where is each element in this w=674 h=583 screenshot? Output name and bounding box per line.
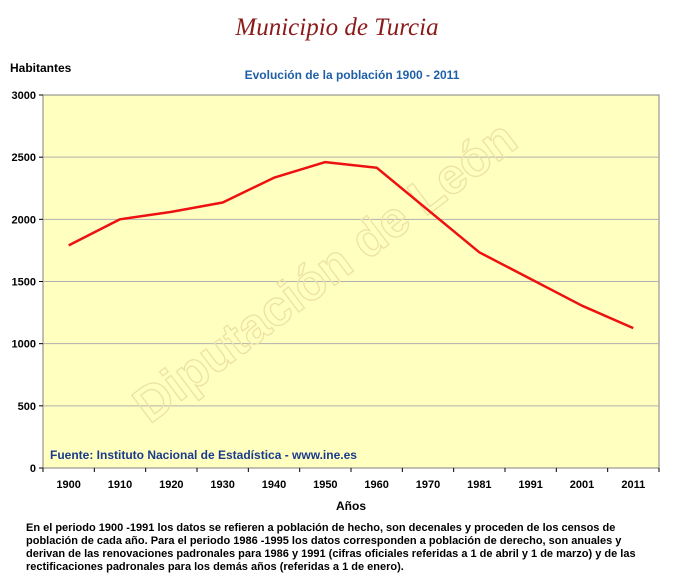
- x-tick-label: 1981: [467, 479, 491, 491]
- chart-subtitle: Evolución de la población 1900 - 2011: [244, 68, 460, 82]
- x-tick-label: 1930: [210, 479, 234, 491]
- y-tick-label: 500: [18, 401, 36, 413]
- y-tick-label: 3000: [12, 90, 36, 102]
- x-tick-label: 2001: [570, 479, 594, 491]
- y-tick-label: 2000: [12, 214, 36, 226]
- x-tick-label: 2011: [621, 479, 645, 491]
- source-note: Fuente: Instituto Nacional de Estadístic…: [50, 448, 357, 462]
- x-tick-label: 1970: [416, 479, 440, 491]
- x-axis-label: Años: [336, 499, 366, 513]
- x-tick-label: 1960: [364, 479, 388, 491]
- grid-lines: [43, 156, 659, 407]
- y-tick-label: 2500: [12, 152, 36, 164]
- footnote: En el periodo 1900 -1991 los datos se re…: [26, 522, 636, 573]
- y-tick-label: 1000: [12, 339, 36, 351]
- page-title: Municipio de Turcia: [235, 14, 439, 41]
- population-line: [68, 160, 634, 330]
- x-tick-label: 1950: [313, 479, 337, 491]
- x-tick-label: 1900: [56, 479, 80, 491]
- x-tick-label: 1910: [108, 479, 132, 491]
- y-tick-label: 0: [30, 463, 36, 475]
- x-tick-label: 1920: [159, 479, 183, 491]
- y-tick-label: 1500: [12, 277, 36, 289]
- y-axis-label: Habitantes: [10, 61, 72, 75]
- x-tick-label: 1940: [262, 479, 286, 491]
- y-axis-ticks: 0 500 1000 1500 2000 2500 3000: [12, 90, 43, 475]
- x-axis-ticks: 1900 1910 1920 1930 1940 1950 1960 1970 1981 1991…: [42, 468, 660, 491]
- x-tick-label: 1991: [518, 479, 542, 491]
- population-chart: Diputación de León 050010001500200025003…: [12, 90, 660, 513]
